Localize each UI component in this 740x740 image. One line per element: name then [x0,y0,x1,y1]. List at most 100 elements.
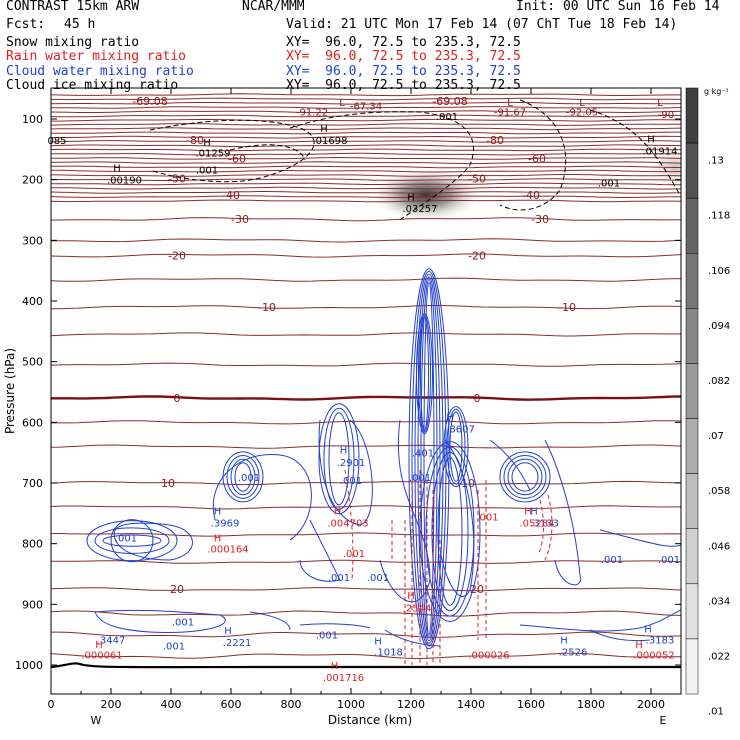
temperature-contour-label: -69.08 [432,95,467,108]
cloud-water-contour [437,457,463,606]
contour-annotation: H [224,626,232,637]
contour-annotation: H [214,506,222,517]
temperature-contour-line [51,165,681,169]
snow-contour [289,111,474,221]
contour-annotation: -91.22 [296,108,328,119]
y-tick-label: 600 [22,416,43,429]
contour-annotation: .2526 [559,648,588,659]
valid-time: Valid: 21 UTC Mon 17 Feb 14 (07 ChT Tue … [286,17,678,32]
contour-annotation: .000026 [468,651,509,662]
terrain-line [51,662,681,669]
contour-annotation: L [579,98,585,109]
colorbar-swatch [685,87,699,144]
colorbar-swatch [685,473,699,529]
colorbar-swatch [685,197,699,254]
contour-annotation: .05284 [520,518,555,529]
cloud-water-contour [507,458,543,496]
y-tick-label: 300 [22,234,43,247]
contour-annotation: .001 [601,555,623,566]
cloud-water-contour [416,313,433,435]
temperature-contour-line [51,123,681,126]
contour-annotation: 085 [47,136,66,147]
temperature-contour-line [51,238,681,243]
temperature-contour-label: -30 [531,213,549,226]
temperature-contour-line [51,199,681,203]
temperature-contour-label: -40 [522,189,540,202]
temperature-contour-label: -60 [528,152,546,165]
forecast-label: Fcst: [6,17,46,32]
temperature-contour-label: 0 [474,392,481,405]
contour-annotation: .001 [409,473,431,484]
cloud-water-contour [384,629,441,647]
cloud-water-contour [439,439,475,597]
contour-annotation: -67.34 [350,102,382,113]
contour-annotation: H [647,134,655,145]
x-end-label-east: E [660,714,667,727]
temperature-contour-line [51,169,681,173]
contour-annotation: .3183 [646,636,675,647]
temperature-contour-line [51,505,681,510]
cloud-water-contour [489,439,531,491]
colorbar-tick-label: .046 [708,541,730,552]
cloud-water-contour [299,623,371,629]
forecast-value: 45 h [64,17,96,32]
contour-annotation: H [331,661,339,672]
cloud-water-contour [446,408,466,485]
x-tick-label: 1200 [397,698,425,711]
cloud-water-contour [411,270,447,647]
contour-annotation: .001 [316,631,338,642]
temperature-contour-label: -69.08 [132,95,167,108]
temperature-contour-line [51,101,681,105]
field-xy-snow: XY= 96.0, 72.5 to 235.3, 72.5 [286,35,521,50]
colorbar-swatch [685,363,699,419]
temperature-contour-line [51,110,681,114]
snow-contour [499,99,567,211]
x-axis-label: Distance (km) [328,713,412,727]
field-xy-cloud-ice: XY= 96.0, 72.5 to 235.3, 72.5 [286,78,521,93]
x-tick-label: 800 [281,698,302,711]
colorbar-tick-label: .118 [708,211,730,222]
temperature-contour-label: -10 [558,301,576,314]
cloud-water-contour [420,316,429,431]
cloud-water-contour [318,419,373,526]
temperature-contour-line [51,305,681,310]
temperature-contour-label: -50 [168,172,186,185]
temperature-contour-line [51,127,681,131]
contour-annotation: .8607 [446,424,475,435]
contour-annotation: .01698 [313,136,348,147]
temperature-contour-label: -80 [486,134,504,147]
temperature-contour-line [51,135,681,139]
contour-annotation: .3133 [530,518,559,529]
cloud-water-contour [511,462,539,492]
temperature-contour-line [51,106,681,109]
temperature-contour-label: -50 [468,172,486,185]
temperature-contour-line [51,182,681,186]
y-tick-label: 100 [22,113,43,126]
y-tick-label: 800 [22,538,43,551]
contour-annotation: .1018 [374,648,403,659]
contour-annotation: H [340,446,348,457]
contour-annotation: -91.67 [494,108,526,119]
temperature-contour-line [51,178,681,181]
contour-annotation: .001 [115,534,137,545]
temperature-contour-line [51,332,681,337]
temperature-contour-line [51,161,681,165]
temperature-contour-line [51,610,681,617]
x-tick-label: 0 [48,698,55,711]
cloud-water-contour [544,439,582,586]
y-axis-label: Pressure (hPa) [3,348,17,434]
contour-annotation: H [644,625,652,636]
temperature-contour-line [51,362,681,367]
rain-water-contour [544,494,553,561]
cloud-water-contour [379,419,431,603]
contour-annotation: .000164 [207,545,248,556]
colorbar-swatch [685,253,699,309]
cloud-water-contour [499,451,551,503]
cloud-water-contour [86,520,178,562]
cloud-water-contour [113,522,193,561]
cloud-water-contour [418,315,431,433]
temperature-contour-label: -20 [468,250,486,263]
contour-annotation: H [560,636,568,647]
cloud-water-contour [599,529,681,547]
temperature-contour-line [51,144,681,148]
